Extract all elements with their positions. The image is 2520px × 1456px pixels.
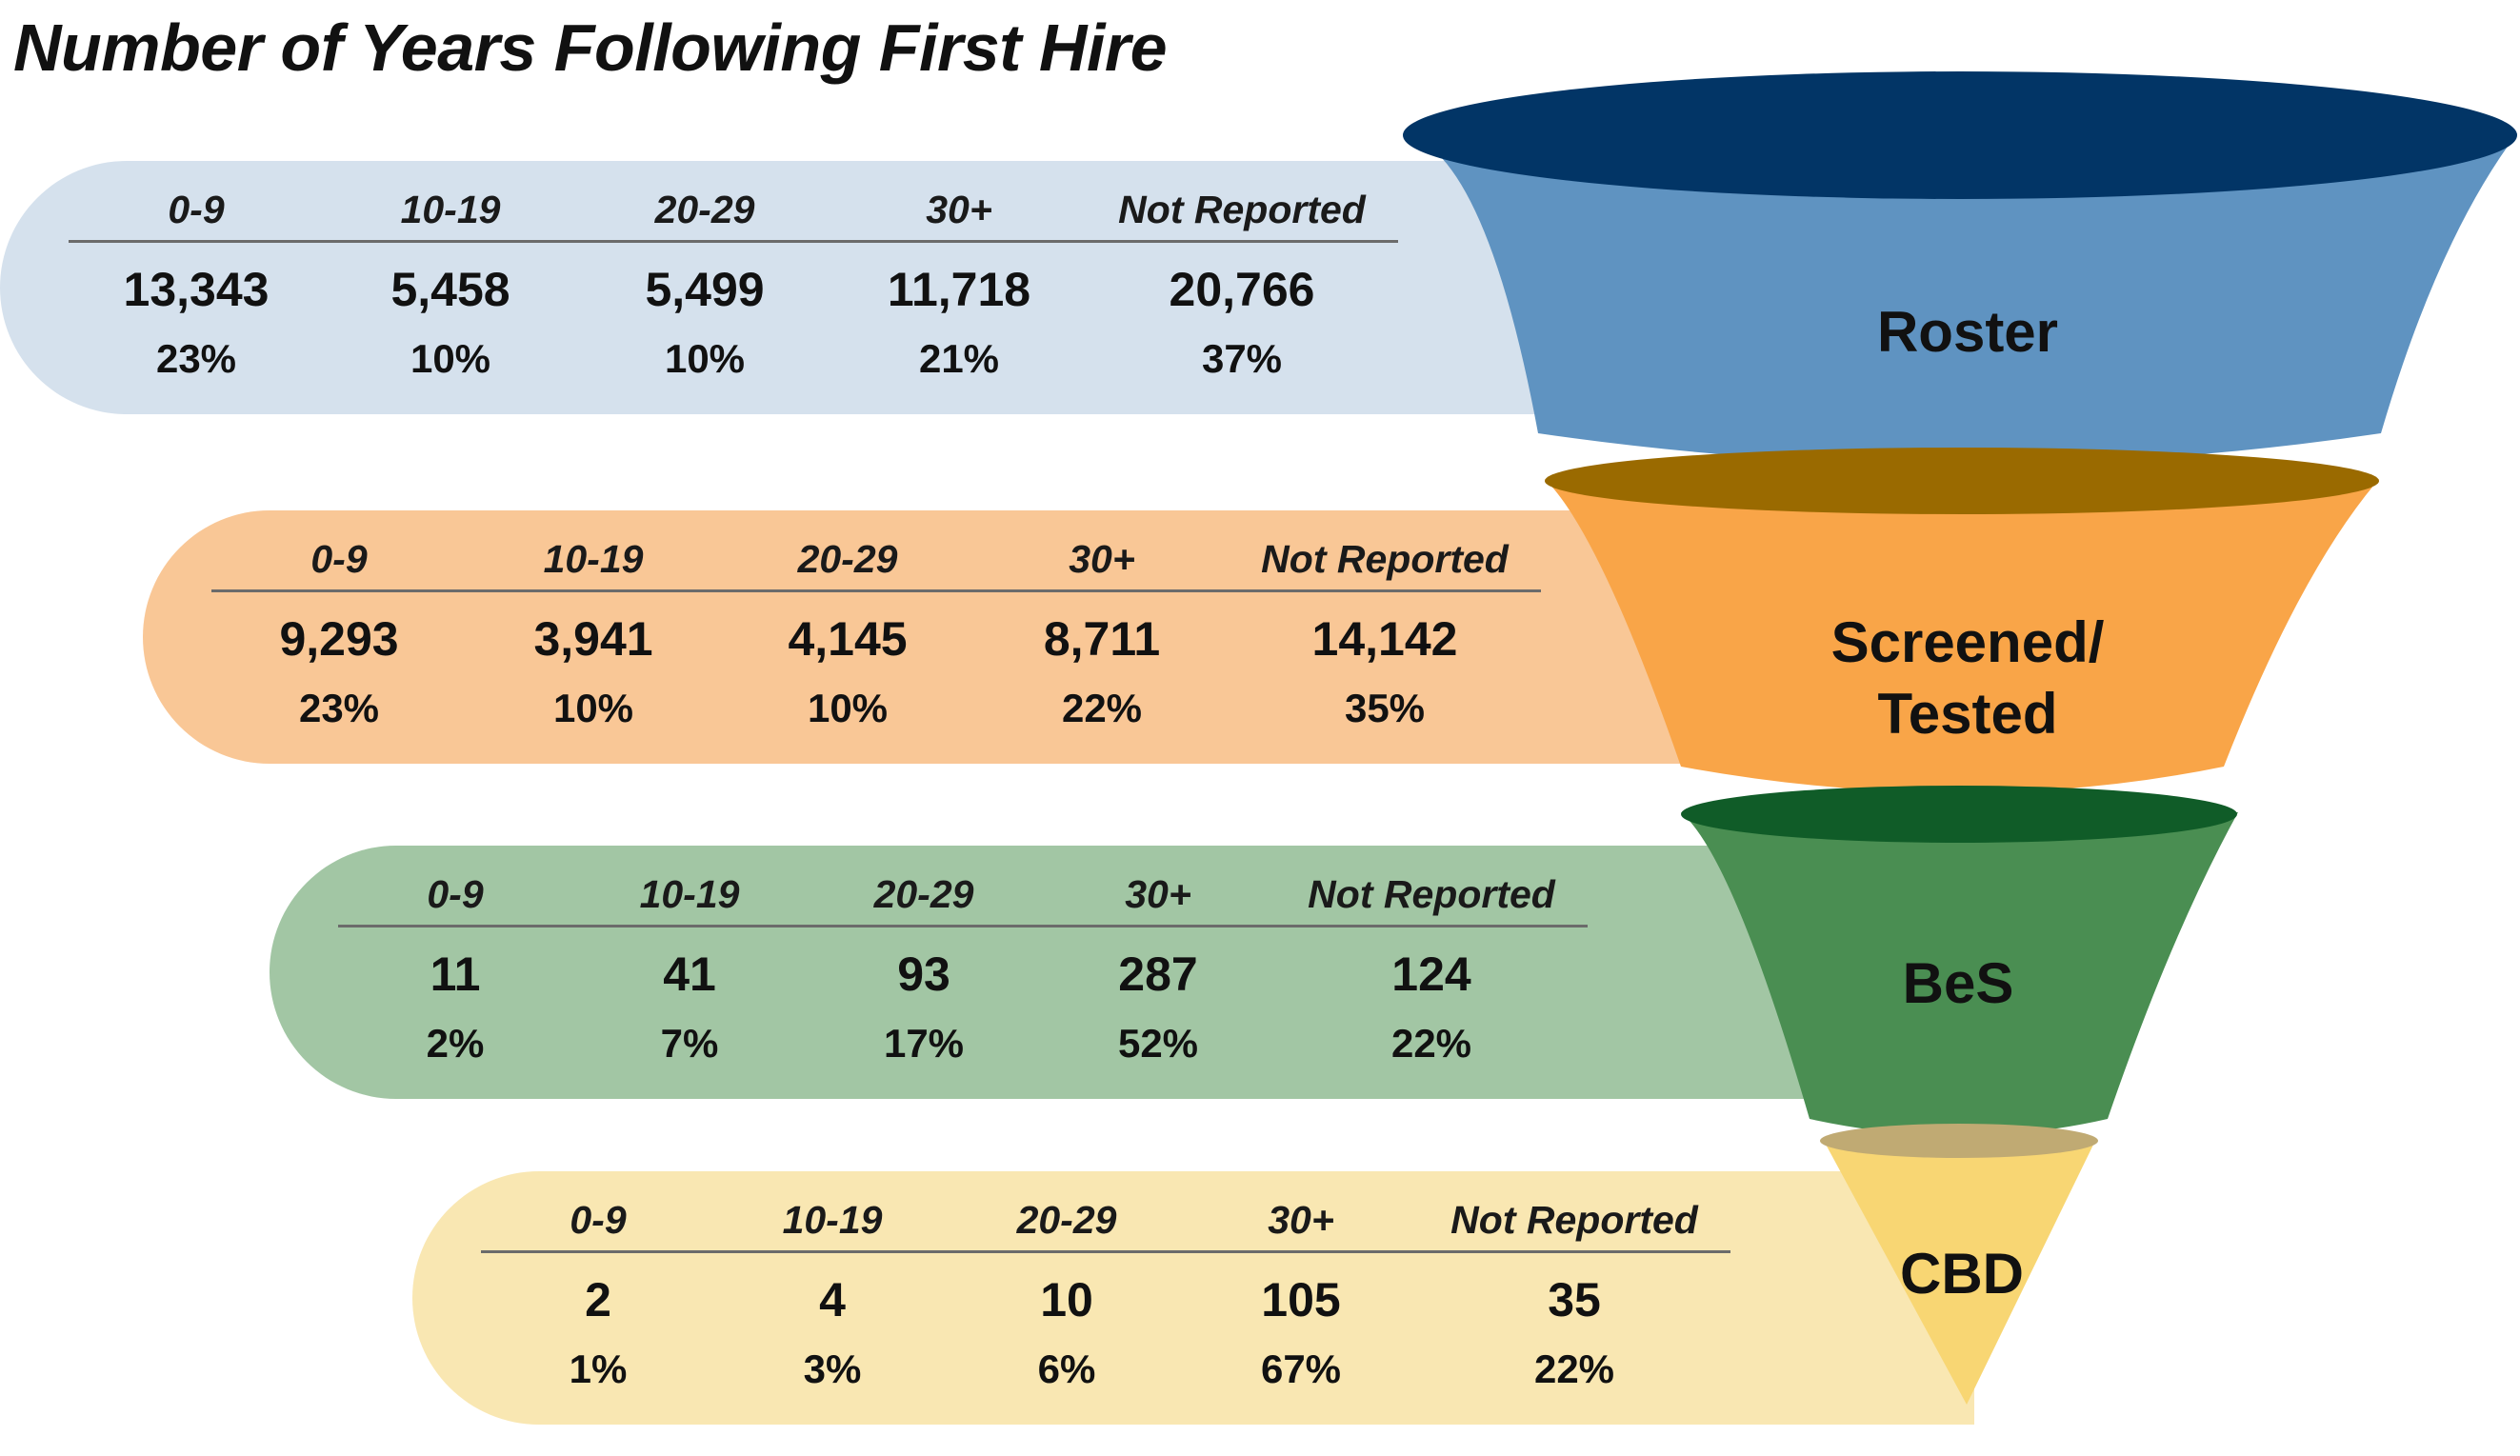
bes-stage-label: BeS: [1903, 951, 2014, 1015]
screened-stage-label-line1: Screened/: [1831, 610, 2105, 674]
screened-stage-label-line2: Tested: [1878, 682, 2058, 746]
column-header: 10-19: [639, 872, 740, 916]
count-value: 5,458: [390, 263, 510, 316]
screened-funnel-rim: [1545, 448, 2379, 514]
percent-value: 23%: [298, 686, 380, 730]
column-header: 0-9: [427, 872, 484, 916]
count-value: 20,766: [1169, 263, 1315, 316]
percent-value: 3%: [803, 1346, 862, 1391]
chart-title: Number of Years Following First Hire: [13, 10, 1168, 85]
percent-value: 10%: [552, 686, 634, 730]
percent-value: 7%: [660, 1021, 719, 1066]
column-header: 20-29: [1016, 1198, 1117, 1242]
count-value: 35: [1548, 1273, 1601, 1326]
column-header: 30+: [1069, 537, 1135, 581]
percent-value: 10%: [410, 336, 491, 381]
screened-band: [143, 510, 1686, 764]
percent-value: 67%: [1260, 1346, 1342, 1391]
percent-value: 10%: [807, 686, 889, 730]
header-divider: [338, 925, 1588, 927]
roster-funnel-body: [1404, 133, 2517, 465]
count-value: 105: [1261, 1273, 1341, 1326]
column-header: Not Reported: [1308, 872, 1555, 916]
cbd-funnel-rim: [1820, 1124, 2098, 1158]
cbd-table: 0-9 2 1% 10-19 4 3% 20-29 10 6% 30+ 105 …: [412, 1171, 1898, 1425]
percent-value: 52%: [1117, 1021, 1199, 1066]
header-divider: [69, 240, 1398, 243]
column-header: 10-19: [782, 1198, 883, 1242]
bes-band: [270, 846, 1870, 1099]
percent-value: 6%: [1037, 1346, 1096, 1391]
column-header: 0-9: [570, 1198, 627, 1242]
cbd-stage-label: CBD: [1900, 1242, 2024, 1306]
cbd-band: [412, 1171, 1974, 1425]
count-value: 11: [430, 947, 481, 1001]
percent-value: 10%: [664, 336, 746, 381]
percent-value: 22%: [1061, 686, 1143, 730]
screened-table: 0-9 9,293 23% 10-19 3,941 10% 20-29 4,14…: [143, 510, 1629, 764]
count-value: 287: [1118, 947, 1198, 1001]
percent-value: 37%: [1201, 336, 1283, 381]
column-header: 0-9: [310, 537, 368, 581]
percent-value: 23%: [155, 336, 237, 381]
column-header: 10-19: [400, 188, 501, 231]
percent-value: 17%: [883, 1021, 965, 1066]
percent-value: 21%: [918, 336, 1000, 381]
bes-funnel-rim: [1681, 786, 2237, 843]
column-header: 30+: [1125, 872, 1191, 916]
column-header: 20-29: [873, 872, 974, 916]
roster-funnel-rim: [1403, 71, 2517, 199]
count-value: 10: [1040, 1273, 1093, 1326]
count-value: 13,343: [123, 263, 270, 316]
count-value: 4,145: [788, 612, 908, 666]
screened-funnel-body: [1545, 479, 2379, 793]
cbd-funnel-stage: [1820, 1124, 2098, 1405]
percent-value: 22%: [1533, 1346, 1615, 1391]
column-header: Not Reported: [1118, 188, 1366, 231]
count-value: 14,142: [1311, 612, 1458, 666]
count-value: 2: [585, 1273, 611, 1326]
header-divider: [481, 1250, 1730, 1253]
header-divider: [211, 589, 1541, 592]
count-value: 9,293: [279, 612, 399, 666]
percent-value: 22%: [1390, 1021, 1472, 1066]
count-value: 93: [897, 947, 950, 1001]
roster-funnel-stage: [1403, 71, 2517, 465]
count-value: 11,718: [887, 263, 1031, 316]
count-value: 3,941: [533, 612, 653, 666]
percent-value: 1%: [569, 1346, 628, 1391]
column-header: 30+: [1268, 1198, 1334, 1242]
column-header: Not Reported: [1450, 1198, 1698, 1242]
bes-funnel-stage: [1681, 786, 2238, 1136]
column-header: 30+: [926, 188, 992, 231]
screened-funnel-stage: [1545, 448, 2379, 793]
percent-value: 2%: [426, 1021, 485, 1066]
column-header: 20-29: [654, 188, 755, 231]
roster-table: 0-9 13,343 23% 10-19 5,458 10% 20-29 5,4…: [0, 161, 1486, 414]
roster-stage-label: Roster: [1877, 300, 2058, 364]
bes-funnel-body: [1681, 812, 2238, 1136]
column-header: 20-29: [797, 537, 898, 581]
percent-value: 35%: [1344, 686, 1426, 730]
bes-table: 0-9 11 2% 10-19 41 7% 20-29 93 17% 30+ 2…: [270, 846, 1755, 1099]
cbd-funnel-body: [1824, 1141, 2095, 1405]
count-value: 5,499: [645, 263, 765, 316]
count-value: 8,711: [1043, 612, 1161, 666]
count-value: 4: [819, 1273, 846, 1326]
column-header: 10-19: [543, 537, 644, 581]
count-value: 41: [663, 947, 716, 1001]
column-header: Not Reported: [1261, 537, 1509, 581]
roster-band: [0, 161, 1581, 414]
column-header: 0-9: [168, 188, 225, 231]
count-value: 124: [1391, 947, 1471, 1001]
